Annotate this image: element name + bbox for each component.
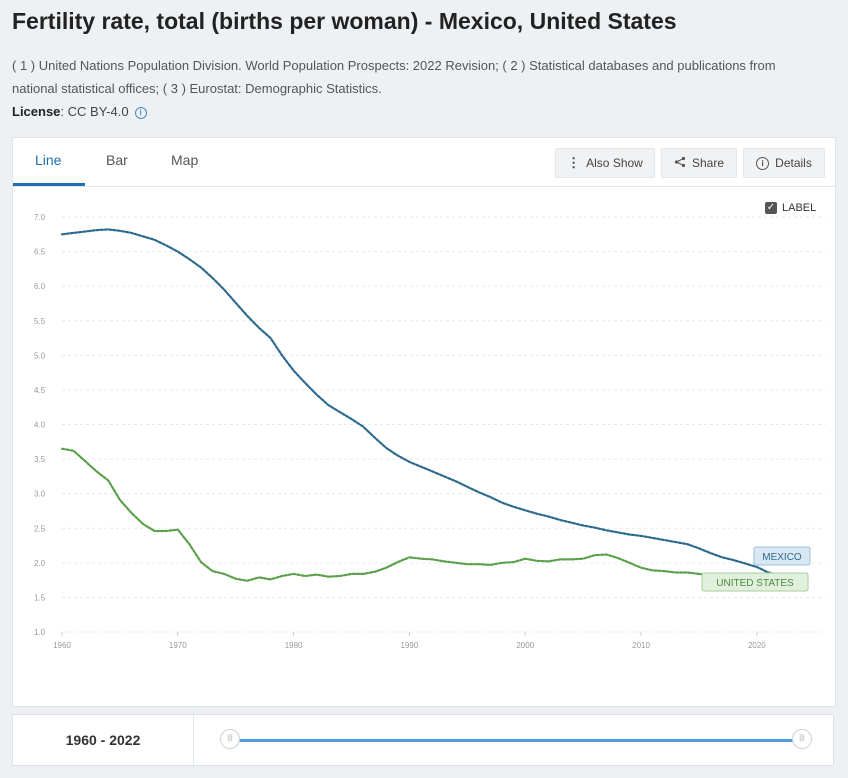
also-show-label: Also Show xyxy=(586,156,643,170)
x-tick-label: 1990 xyxy=(401,641,419,650)
series-label-box xyxy=(701,572,809,592)
details-info-icon: i xyxy=(756,156,770,170)
series-line-united-states xyxy=(60,447,782,589)
range-slider-track[interactable] xyxy=(231,739,803,742)
range-start-handle[interactable]: ||| xyxy=(220,729,240,749)
chart-panel: Line Bar Map ⋮ Also Show Share i Details… xyxy=(12,137,836,707)
y-tick-label: 2.0 xyxy=(34,559,46,568)
series-label-box xyxy=(753,546,811,566)
y-tick-label: 5.5 xyxy=(34,317,46,326)
license-label: License xyxy=(12,104,61,119)
active-tab-indicator xyxy=(13,183,85,186)
share-label: Share xyxy=(691,156,725,170)
license-value: : CC BY-4.0 xyxy=(60,104,129,119)
label-toggle[interactable]: ✓ LABEL xyxy=(765,202,816,214)
y-tick-label: 1.0 xyxy=(34,628,46,637)
y-tick-label: 7.0 xyxy=(34,213,46,222)
x-tick-label: 1980 xyxy=(285,641,303,650)
y-tick-label: 4.5 xyxy=(34,386,46,395)
license: License: CC BY-4.0 i xyxy=(12,104,147,119)
series-label-text: MEXICO xyxy=(762,552,802,563)
x-tick-label: 2010 xyxy=(632,641,650,650)
share-button[interactable]: Share xyxy=(661,148,737,178)
y-tick-label: 2.5 xyxy=(34,524,46,533)
x-tick-label: 2000 xyxy=(516,641,534,650)
tab-line[interactable]: Line xyxy=(35,152,62,168)
label-toggle-text: LABEL xyxy=(782,202,817,214)
tab-map[interactable]: Map xyxy=(171,152,199,168)
series-line-mexico xyxy=(60,228,782,577)
series-label-united-states: UNITED STATES xyxy=(701,572,809,592)
y-tick-label: 6.0 xyxy=(34,282,46,291)
y-tick-label: 6.5 xyxy=(34,248,46,257)
checkbox-checked-icon: ✓ xyxy=(765,202,777,214)
details-button[interactable]: i Details xyxy=(743,148,825,178)
tab-bar-chart[interactable]: Bar xyxy=(106,152,128,168)
also-show-button[interactable]: ⋮ Also Show xyxy=(555,148,655,178)
y-tick-label: 4.0 xyxy=(34,421,46,430)
y-tick-label: 3.0 xyxy=(34,490,46,499)
x-tick-label: 2020 xyxy=(748,641,766,650)
page-title: Fertility rate, total (births per woman)… xyxy=(12,8,677,34)
line-chart: 1.0 1.5 2.0 2.5 3.0 3.5 4.0 4.5 5.0 5.5 6.0 6.5 7.0 1… xyxy=(34,213,825,650)
range-bar: 1960 - 2022 ||| ||| xyxy=(12,714,834,766)
vertical-dots-icon: ⋮ xyxy=(567,155,581,170)
x-tick-label: 1970 xyxy=(169,641,187,650)
tab-bar: Line Bar Map ⋮ Also Show Share i Details xyxy=(13,138,835,187)
series-label-text: UNITED STATES xyxy=(716,578,794,589)
sources-text: ( 1 ) United Nations Population Division… xyxy=(12,58,776,96)
x-tick-label: 1960 xyxy=(53,641,71,650)
info-icon[interactable]: i xyxy=(134,107,147,119)
series-label-mexico: MEXICO xyxy=(753,546,811,566)
y-tick-label: 3.5 xyxy=(34,455,46,464)
y-tick-label: 1.5 xyxy=(34,593,46,602)
details-label: Details xyxy=(775,156,812,170)
range-text: 1960 - 2022 xyxy=(13,715,194,765)
share-icon xyxy=(674,156,686,171)
range-end-handle[interactable]: ||| xyxy=(792,729,812,749)
y-tick-label: 5.0 xyxy=(34,351,46,360)
